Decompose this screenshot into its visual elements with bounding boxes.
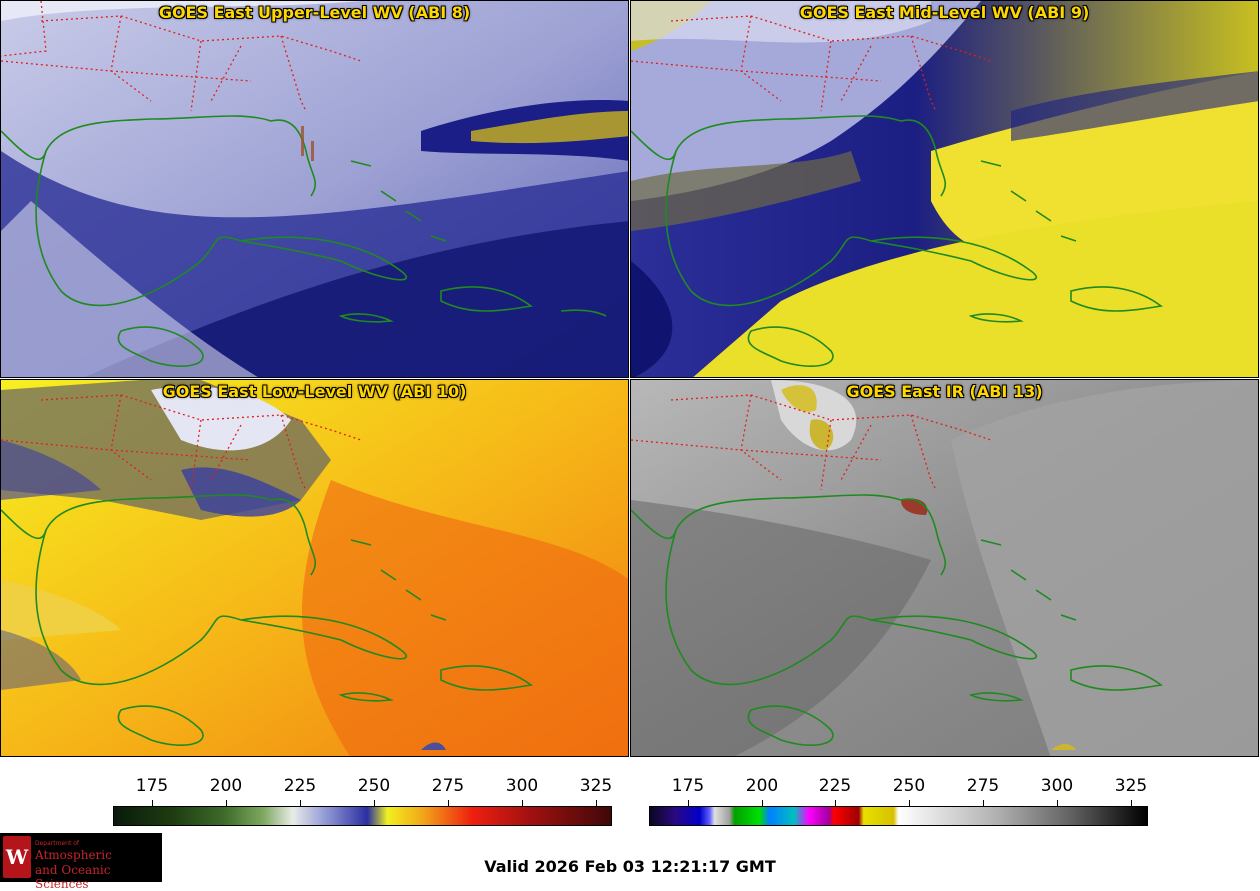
ir-tick-label: 250 [892,776,926,796]
ir-tick-label: 275 [966,776,1000,796]
wv-tick-mark [226,800,227,806]
upper-level-wv-image [1,1,628,377]
wv-tick-label: 175 [135,776,169,796]
ir-tick-label: 200 [745,776,779,796]
panel-title: GOES East Mid-Level WV (ABI 9) [799,3,1090,22]
logo-line1: Atmospheric [35,848,112,862]
ir-tick-label: 225 [818,776,852,796]
ir-tick-mark [983,800,984,806]
wv-tick-label: 275 [431,776,465,796]
uw-seal-icon: W [3,836,31,878]
wv-tick-label: 250 [357,776,391,796]
ir-tick-mark [835,800,836,806]
panel-title: GOES East Low-Level WV (ABI 10) [162,382,467,401]
ir-colorbar [649,806,1148,826]
ir-tick-label: 300 [1040,776,1074,796]
ir-tick-mark [909,800,910,806]
wv-tick-mark [448,800,449,806]
wv-tick-mark [374,800,375,806]
wv-tick-mark [152,800,153,806]
wv-colorbar [113,806,612,826]
wv-tick-label: 225 [283,776,317,796]
wv-tick-mark [300,800,301,806]
ir-tick-mark [1057,800,1058,806]
low-level-wv-image [1,380,628,756]
mid-level-wv-image [631,1,1258,377]
ir-tick-mark [762,800,763,806]
ir-image [631,380,1258,756]
panel-upper-level-wv: GOES East Upper-Level WV (ABI 8) [0,0,629,378]
logo-dept-text: Department of [35,840,79,847]
panel-title: GOES East IR (ABI 13) [846,382,1043,401]
ir-tick-label: 325 [1114,776,1148,796]
wv-tick-label: 325 [579,776,613,796]
logo-line2: and Oceanic Sciences [35,863,111,891]
wv-tick-label: 300 [505,776,539,796]
panel-title: GOES East Upper-Level WV (ABI 8) [158,3,471,22]
ir-tick-mark [1131,800,1132,806]
valid-time: Valid 2026 Feb 03 12:21:17 GMT [484,857,776,876]
ir-tick-mark [688,800,689,806]
panel-mid-level-wv: GOES East Mid-Level WV (ABI 9) [630,0,1259,378]
aos-logo[interactable]: W Department of Atmospheric and Oceanic … [0,833,162,891]
panel-low-level-wv: GOES East Low-Level WV (ABI 10) [0,379,629,757]
wv-tick-mark [596,800,597,806]
panel-ir: GOES East IR (ABI 13) [630,379,1259,757]
wv-tick-mark [522,800,523,806]
wv-tick-label: 200 [209,776,243,796]
ir-tick-label: 175 [671,776,705,796]
